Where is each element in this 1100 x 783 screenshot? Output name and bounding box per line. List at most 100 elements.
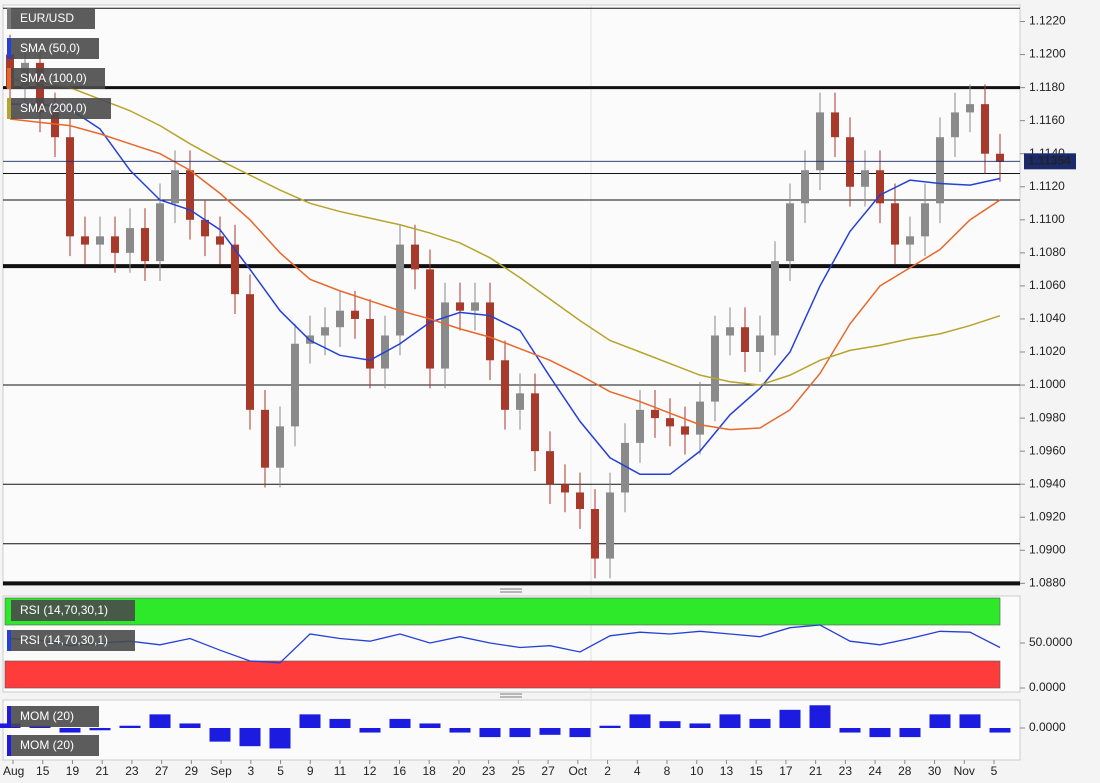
candle-body (621, 442, 629, 493)
candle-body (141, 228, 149, 262)
candle-body (711, 335, 719, 402)
candle-body (696, 401, 704, 435)
mom-bar (719, 714, 741, 728)
candle-body (636, 409, 644, 443)
mom-bar (389, 718, 411, 728)
x-tick-label: 8 (664, 764, 671, 778)
candle-body (126, 228, 134, 253)
candle-body (981, 104, 989, 154)
y-tick-label: 1.1060 (1029, 278, 1066, 292)
x-tick-label: 27 (155, 764, 169, 778)
mom-bar (449, 728, 471, 733)
mom-bar (689, 723, 711, 728)
legend-swatch (7, 98, 11, 119)
candle-body (66, 137, 74, 237)
sma-line (9, 118, 1001, 431)
legend-box (7, 706, 99, 727)
x-tick-label: 25 (512, 764, 526, 778)
x-tick-label: 15 (750, 764, 764, 778)
candle-body (951, 112, 959, 138)
candle-body (486, 302, 494, 361)
candle-body (441, 302, 449, 369)
x-tick-label: 13 (720, 764, 734, 778)
mom-bar (509, 728, 531, 738)
x-tick-label: Oct (568, 764, 587, 778)
legend-swatch (7, 706, 11, 727)
mom-bar (119, 725, 141, 728)
mom-bar (659, 721, 681, 728)
x-tick-label: 30 (928, 764, 942, 778)
mom-bar (359, 728, 381, 733)
legend-swatch (7, 8, 11, 29)
candle-body (471, 302, 479, 311)
candle-body (921, 203, 929, 237)
candle-body (366, 318, 374, 369)
legend-swatch (7, 68, 11, 89)
y-tick-label: 1.1120 (1029, 179, 1065, 193)
y-tick-label: 1.1040 (1029, 311, 1066, 325)
y-tick-label: 1.0920 (1029, 509, 1066, 523)
legend-box (7, 8, 95, 29)
mom-bar (629, 714, 651, 728)
x-tick-label: 12 (363, 764, 377, 778)
legend-box (7, 735, 99, 756)
x-tick-label: 11 (334, 764, 347, 778)
x-tick-label: 21 (809, 764, 823, 778)
x-tick-label: 4 (634, 764, 641, 778)
y-tick-label: 1.1080 (1029, 245, 1066, 259)
x-tick-label: 21 (96, 764, 110, 778)
y-tick-label: 1.0980 (1029, 410, 1066, 424)
rsi-band (4, 597, 1001, 626)
candle-body (111, 236, 119, 253)
x-tick-label: 28 (898, 764, 912, 778)
candle-body (726, 327, 734, 336)
y-tick-label: 1.1200 (1029, 47, 1066, 61)
candle-body (51, 112, 59, 138)
x-tick-label: Nov (954, 764, 975, 778)
mom-bar (869, 728, 891, 738)
plot-layer: 1.0880 1.0900 1.0920 1.0940 1.0960 1.0980 1.10… (0, 7, 1076, 778)
mom-bar (329, 718, 351, 728)
legend-swatch (7, 600, 11, 621)
candle-body (741, 327, 749, 353)
candle-body (891, 203, 899, 245)
candle-body (216, 236, 224, 245)
candle-body (606, 492, 614, 559)
candle-body (876, 170, 884, 204)
y-tick-label: 1.1160 (1029, 113, 1065, 127)
candle-body (666, 418, 674, 427)
candle-body (816, 112, 824, 171)
legend-swatch (7, 630, 11, 651)
candle-body (201, 219, 209, 237)
mom-bar (989, 728, 1011, 733)
candle-body (531, 393, 539, 452)
mom-bar (929, 714, 951, 728)
x-tick-label: 19 (66, 764, 80, 778)
mom-bar (959, 714, 981, 728)
candle-body (801, 170, 809, 204)
y-tick-label: 1.0940 (1029, 476, 1066, 490)
x-tick-label: 23 (125, 764, 139, 778)
y-tick-label: 0.0000 (1029, 680, 1066, 694)
y-tick-label: 1.1180 (1029, 80, 1065, 94)
mom-bar (779, 709, 801, 728)
x-tick-label: Sep (210, 764, 232, 778)
y-tick-label: 50.0000 (1029, 635, 1073, 649)
x-tick-label: 16 (393, 764, 407, 778)
candle-body (156, 203, 164, 262)
mom-bar (269, 728, 291, 749)
candle-body (276, 426, 284, 468)
legend-box (7, 98, 111, 119)
legend-label: SMA (50,0) (20, 41, 80, 55)
candle-body (96, 236, 104, 245)
y-tick-label: 1.1020 (1029, 344, 1066, 358)
sma-line (9, 78, 1001, 386)
candle-body (516, 393, 524, 410)
y-tick-label: 1.1000 (1029, 377, 1066, 391)
candle-body (906, 236, 914, 245)
candle-body (456, 302, 464, 311)
mom-bar (299, 714, 321, 728)
candle-body (336, 310, 344, 328)
candle-body (996, 153, 1004, 162)
